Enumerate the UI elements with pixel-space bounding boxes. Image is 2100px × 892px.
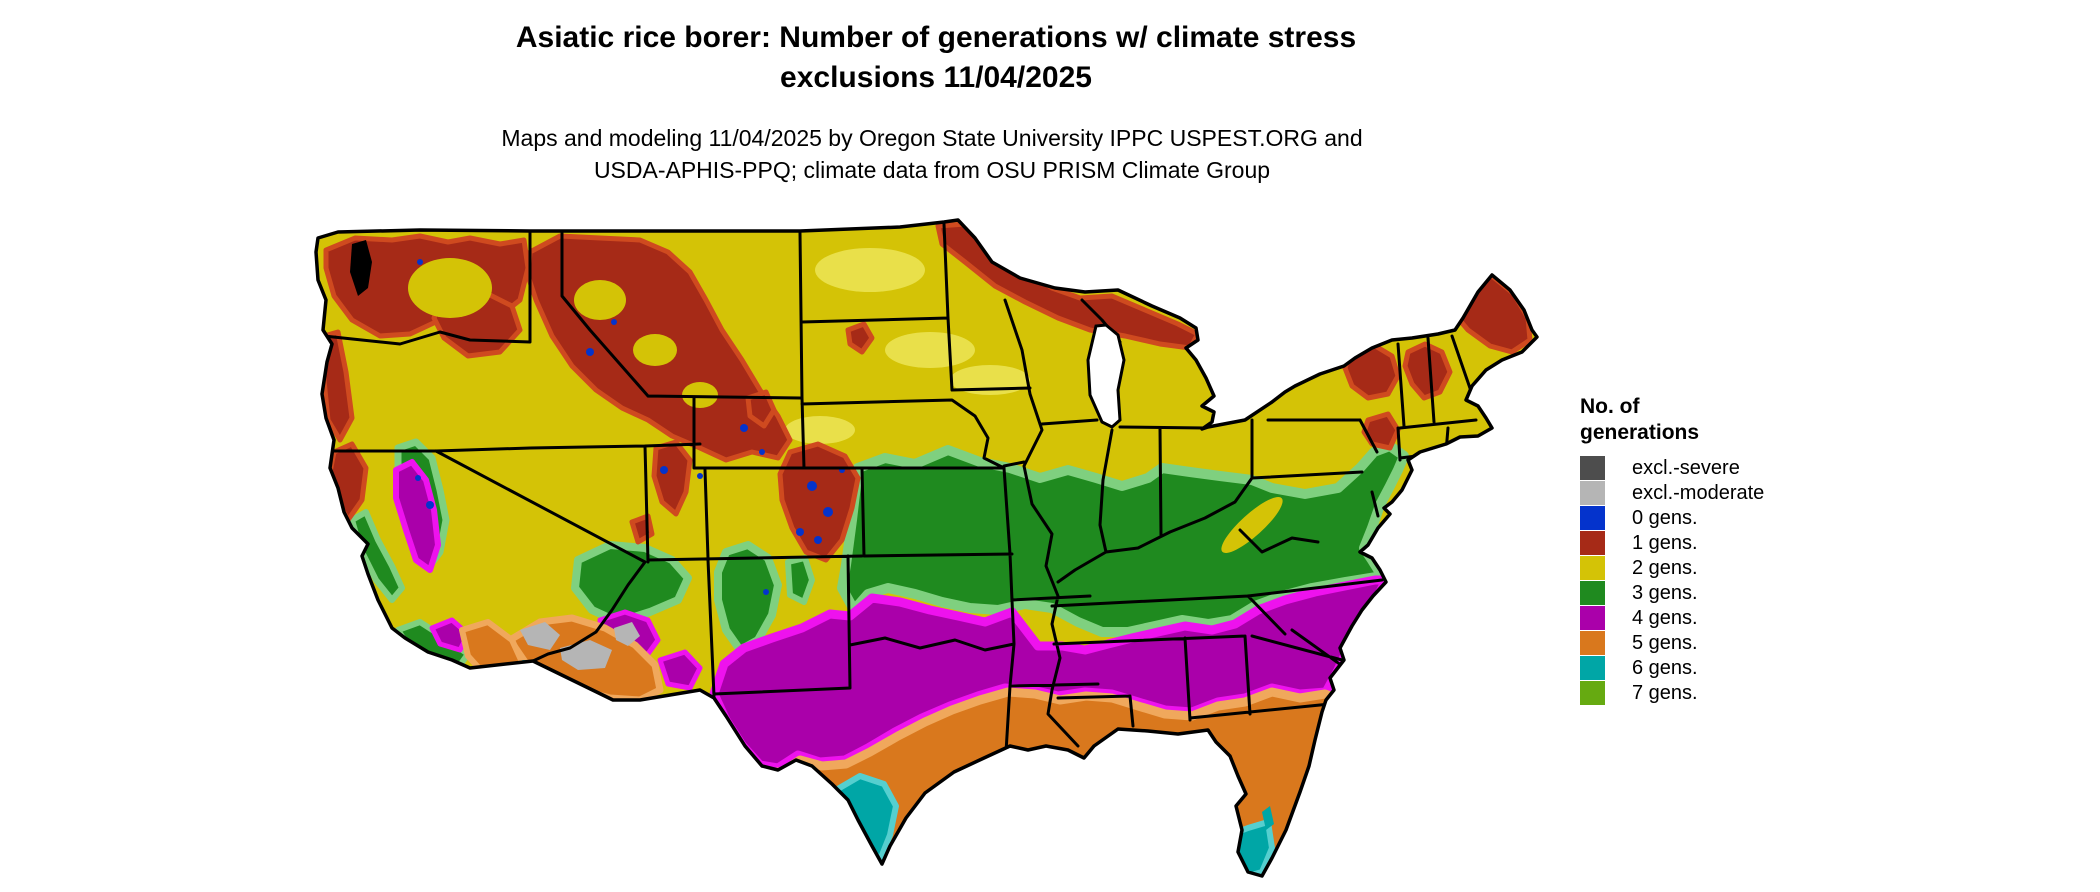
legend-swatch-5-gens [1580,631,1605,655]
legend-item-6-gens: 6 gens. [1580,656,1764,680]
legend-swatch-excl-moderate [1580,481,1605,505]
blob-red-black-hills [845,321,875,355]
snake-plain-patch [682,382,718,408]
blob-green-nm-east [785,555,815,605]
zero-gens-speck [660,466,668,474]
zero-gens-speck [763,589,769,595]
legend-swatch-6-gens [1580,656,1605,680]
legend-label: 6 gens. [1632,656,1698,679]
blob-red-bighorn [745,389,777,429]
zero-gens-speck [697,473,703,479]
keys-islet [1259,877,1265,883]
highlight-patch [885,332,975,368]
zero-gens-speck [814,536,822,544]
lake-michigan [1086,323,1126,429]
legend-label: 7 gens. [1632,681,1698,704]
montana-valley-patch [633,334,677,366]
legend-item-excl-moderate: excl.-moderate [1580,481,1764,505]
legend-swatch-3-gens [1580,581,1605,605]
blob-green-ca-coast [349,509,405,603]
legend-item-0-gens: 0 gens. [1580,506,1764,530]
keys-islet [1245,881,1251,887]
zero-gens-speck [417,259,423,265]
legend-label: 0 gens. [1632,506,1698,529]
patch-gray-az [520,622,560,650]
patch-gray-az [614,622,640,646]
legend-title-line1: No. of [1580,395,1640,418]
blob-magenta-central-valley [393,459,441,573]
page-subtitle-line1: Maps and modeling 11/04/2025 by Oregon S… [501,125,1363,151]
map-legend: No. of generations excl.-severe excl.-mo… [1580,394,1764,706]
legend-swatch-4-gens [1580,606,1605,630]
blob-green-mogollon [571,541,692,626]
montana-valley-patch [574,280,626,320]
blob-magenta-az-south [657,649,703,691]
highlight-patch [785,416,855,444]
zero-gens-speck [740,424,748,432]
legend-title: No. of generations [1580,394,1764,446]
legend-label: excl.-moderate [1632,481,1765,504]
legend-label: 4 gens. [1632,606,1698,629]
blob-red-white-mountains [1402,341,1453,401]
page-subtitle: Maps and modeling 11/04/2025 by Oregon S… [0,122,1864,186]
page-title-line2: exclusions 11/04/2025 [780,61,1092,94]
page-subtitle-line2: USDA-APHIS-PPQ; climate data from OSU PR… [593,157,1271,183]
legend-label: excl.-severe [1632,456,1740,479]
legend-swatch-excl-severe [1580,456,1605,480]
zero-gens-speck [415,475,421,481]
page-title-line1: Asiatic rice borer: Number of generation… [515,21,1357,54]
zero-gens-speck [807,481,817,491]
legend-swatch-1-gens [1580,531,1605,555]
zero-gens-speck [823,507,833,517]
legend-item-4-gens: 4 gens. [1580,606,1764,630]
legend-swatch-7-gens [1580,681,1605,705]
zero-gens-speck [759,449,765,455]
legend-label: 5 gens. [1632,631,1698,654]
page-title: Asiatic rice borer: Number of generation… [0,18,1872,98]
legend-item-excl-severe: excl.-severe [1580,456,1764,480]
florida-keys [1213,877,1265,887]
zero-gens-speck [611,319,617,325]
map-2-gens-basins [408,258,718,408]
band-6-gens-south-texas [833,773,899,863]
blob-red-utah-south [629,513,655,545]
zero-gens-speck [796,528,804,536]
map-specks-0-gens [415,259,845,595]
legend-item-7-gens: 7 gens. [1580,681,1764,705]
legend-item-1-gens: 1 gens. [1580,531,1764,555]
legend-swatch-0-gens [1580,506,1605,530]
blob-teal-imperial [487,671,497,681]
state-borders [319,222,1478,754]
highlight-patch [815,248,925,292]
legend-title-line2: generations [1580,421,1700,444]
columbia-basin-patch [408,258,492,318]
legend-item-5-gens: 5 gens. [1580,631,1764,655]
legend-label: 1 gens. [1632,531,1698,554]
legend-item-2-gens: 2 gens. [1580,556,1764,580]
legend-item-3-gens: 3 gens. [1580,581,1764,605]
legend-label: 3 gens. [1632,581,1698,604]
keys-islet [1229,881,1235,887]
blob-red-catskills [1361,411,1401,451]
zero-gens-speck [586,348,594,356]
blob-teal-fl-east-coast [1262,806,1274,830]
legend-label: 2 gens. [1632,556,1698,579]
puget-sound [350,240,372,296]
appalachian-ridge-patch [1221,497,1283,553]
legend-swatch-2-gens [1580,556,1605,580]
zero-gens-speck [426,501,434,509]
keys-islet [1213,879,1219,885]
